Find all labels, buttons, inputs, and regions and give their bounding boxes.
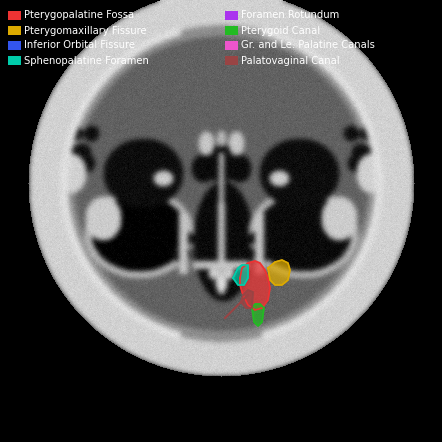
Text: Foramen Rotundum: Foramen Rotundum [241,11,339,20]
Polygon shape [268,260,290,285]
Polygon shape [233,265,248,285]
Text: Pterygopalatine Fossa: Pterygopalatine Fossa [24,11,134,20]
FancyBboxPatch shape [225,11,238,20]
Text: Sphenopalatine Foramen: Sphenopalatine Foramen [24,56,149,65]
FancyBboxPatch shape [225,56,238,65]
FancyBboxPatch shape [8,56,21,65]
Text: Pterygoid Canal: Pterygoid Canal [241,26,320,35]
FancyBboxPatch shape [8,41,21,50]
Text: Inferior Orbital Fissure: Inferior Orbital Fissure [24,41,135,50]
FancyBboxPatch shape [225,26,238,35]
FancyBboxPatch shape [8,26,21,35]
FancyBboxPatch shape [8,11,21,20]
Polygon shape [241,290,253,308]
Polygon shape [252,304,264,326]
Polygon shape [240,261,270,310]
Text: Palatovaginal Canal: Palatovaginal Canal [241,56,339,65]
Text: Pterygomaxillary Fissure: Pterygomaxillary Fissure [24,26,147,35]
Text: Gr. and Le. Palatine Canals: Gr. and Le. Palatine Canals [241,41,375,50]
FancyBboxPatch shape [225,41,238,50]
